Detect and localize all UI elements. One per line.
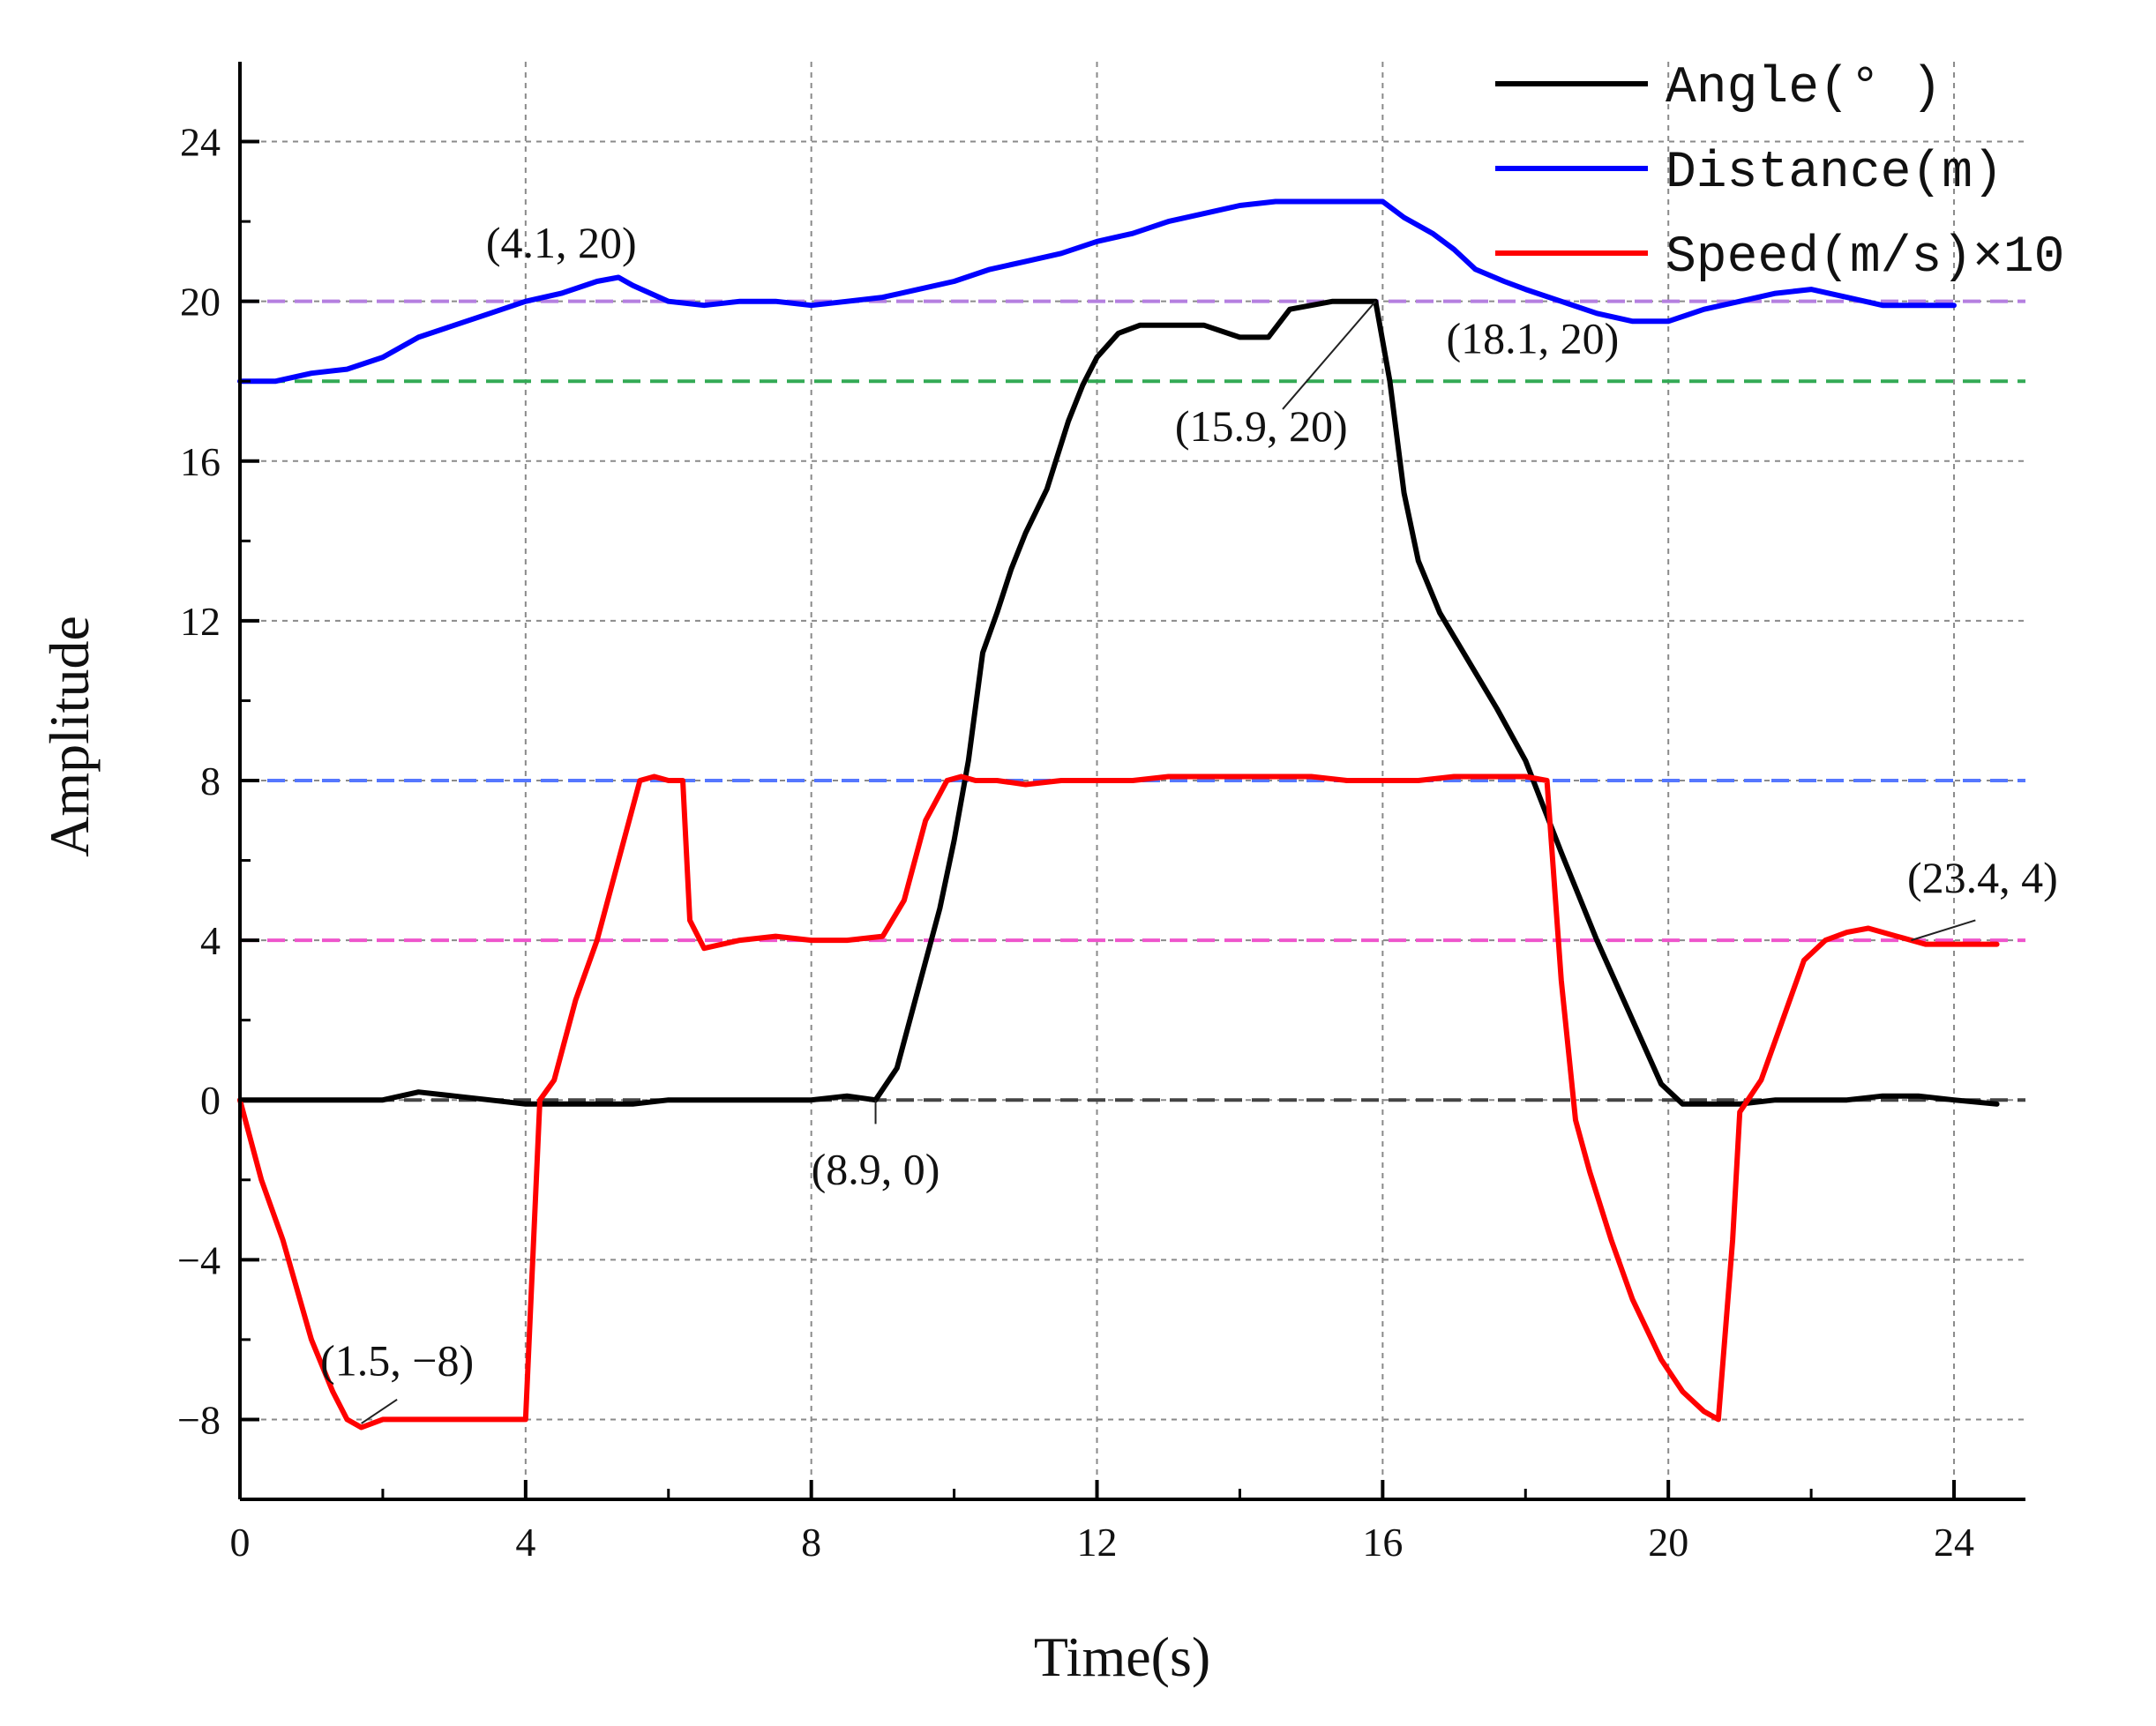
- x-tick-label: 8: [801, 1520, 821, 1565]
- x-tick-label: 0: [230, 1520, 251, 1565]
- data-series: [237, 198, 2000, 1431]
- x-tick-label: 4: [515, 1520, 535, 1565]
- annotation-label: (8.9, 0): [812, 1144, 940, 1193]
- axes: 0 4 8 12 16 20 24 −8 −4 0 4 8 12 16 20 24: [177, 62, 2025, 1565]
- annotation-label: (4.1, 20): [486, 218, 637, 267]
- y-axis-title: Amplitude: [38, 616, 101, 857]
- y-tick-label: −4: [177, 1237, 221, 1282]
- y-tick-label: 16: [180, 439, 221, 484]
- series-line-0: [237, 298, 2000, 1107]
- annotation-label: (23.4, 4): [1907, 853, 2058, 902]
- series-line-2: [237, 773, 2000, 1431]
- y-tick-label: 0: [200, 1078, 221, 1123]
- legend: Angle(° ) Distance(m) Speed(m/s)×10: [1495, 60, 2064, 287]
- legend-label-1: Distance(m): [1666, 145, 2003, 202]
- y-tick-label: 20: [180, 280, 221, 325]
- annotation-leader: [361, 1398, 398, 1424]
- legend-label-2: Speed(m/s)×10: [1666, 229, 2064, 287]
- series-line-1: [237, 198, 1957, 385]
- y-tick-label: −8: [177, 1397, 221, 1442]
- annotation-leader: [1282, 301, 1377, 410]
- y-tick-label: 24: [180, 120, 221, 165]
- x-tick-label: 16: [1362, 1520, 1403, 1565]
- x-tick-label: 24: [1934, 1520, 1974, 1565]
- annotation-label: (15.9, 20): [1175, 401, 1348, 451]
- x-tick-label: 20: [1648, 1520, 1688, 1565]
- annotations: (4.1, 20) (15.9, 20) (18.1, 20) (8.9, 0) (1.…: [320, 218, 2058, 1424]
- y-tick-label: 12: [180, 599, 221, 644]
- x-tick-label: 12: [1077, 1520, 1118, 1565]
- y-tick-label: 8: [200, 758, 221, 803]
- legend-label-0: Angle(° ): [1666, 60, 1942, 117]
- y-tick-label: 4: [200, 918, 221, 963]
- x-axis-title: Time(s): [1034, 1625, 1210, 1688]
- annotation-label: (1.5, −8): [320, 1336, 474, 1386]
- annotation-label: (18.1, 20): [1446, 314, 1619, 363]
- annotation-leader: [1911, 919, 1976, 942]
